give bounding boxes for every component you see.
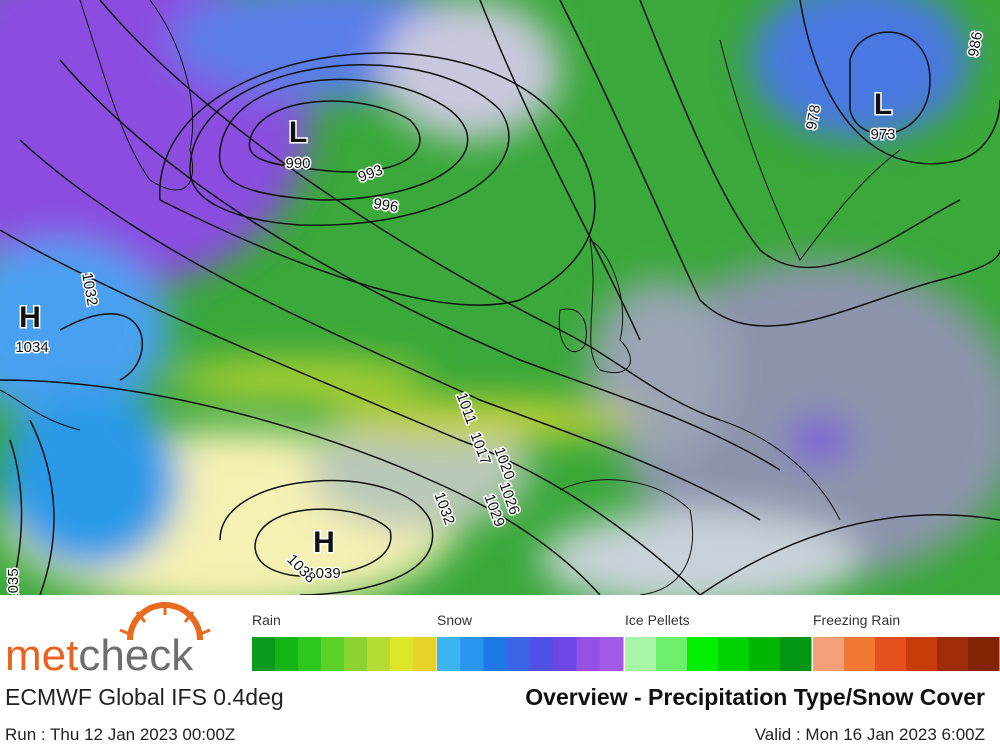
map: L 990 993 996 L 973 978 986 H 1034 1032 …	[0, 0, 1000, 601]
legend-swatch	[367, 637, 391, 671]
chart-title: Overview - Precipitation Type/Snow Cover	[525, 684, 985, 710]
legend-swatch	[576, 637, 601, 671]
run-time: Run : Thu 12 Jan 2023 00:00Z	[5, 725, 235, 744]
high-marker: H	[313, 526, 335, 559]
footer: metcheck Rain Snow Ice Pellets Freezing Rai…	[5, 602, 1000, 744]
low-marker: L	[289, 116, 307, 149]
legend-label: Rain	[252, 612, 281, 628]
legend-swatch	[906, 637, 938, 671]
legend-swatch	[413, 637, 437, 671]
legend-swatch	[875, 637, 907, 671]
model-name: ECMWF Global IFS 0.4deg	[5, 684, 284, 710]
logo-text: metcheck	[5, 631, 194, 680]
legend-swatch	[749, 637, 781, 671]
high-marker: H	[19, 301, 41, 334]
legend-swatch	[844, 637, 876, 671]
legend-swatch	[506, 637, 531, 671]
legend-swatch	[483, 637, 508, 671]
legend-swatch	[780, 637, 812, 671]
legend-swatch	[298, 637, 322, 671]
legend-label: Ice Pellets	[625, 612, 690, 628]
legend-label: Freezing Rain	[813, 612, 900, 628]
low-marker: L	[874, 88, 892, 121]
legend-swatch	[275, 637, 299, 671]
legend-swatch	[813, 637, 845, 671]
legend-swatch	[687, 637, 719, 671]
legend-swatch	[937, 637, 969, 671]
logo-met: met	[5, 631, 78, 680]
legend-swatch	[530, 637, 554, 671]
legend-swatch	[553, 637, 577, 671]
legend: Rain Snow Ice Pellets Freezing Rain	[252, 612, 1000, 671]
legend-swatch	[344, 637, 368, 671]
pressure-label: 990	[285, 155, 310, 172]
pressure-label: 1039	[307, 565, 340, 582]
isobars	[0, 0, 1000, 595]
legend-swatch	[437, 637, 461, 671]
pressure-label: 1034	[15, 339, 48, 356]
logo: metcheck	[5, 602, 211, 680]
legend-swatch	[321, 637, 345, 671]
coastlines	[0, 0, 901, 595]
legend-swatch	[460, 637, 484, 671]
legend-swatch	[599, 637, 624, 671]
logo-check: check	[78, 631, 194, 680]
isobar-label: 1035	[5, 568, 22, 601]
valid-time: Valid : Mon 16 Jan 2023 6:00Z	[755, 725, 985, 744]
legend-swatch	[625, 637, 657, 671]
legend-swatch	[968, 637, 1000, 671]
legend-swatch	[656, 637, 688, 671]
pressure-label: 973	[870, 126, 895, 143]
legend-swatch	[252, 637, 276, 671]
legend-label: Snow	[437, 612, 473, 628]
legend-swatch	[718, 637, 750, 671]
legend-swatch	[390, 637, 414, 671]
